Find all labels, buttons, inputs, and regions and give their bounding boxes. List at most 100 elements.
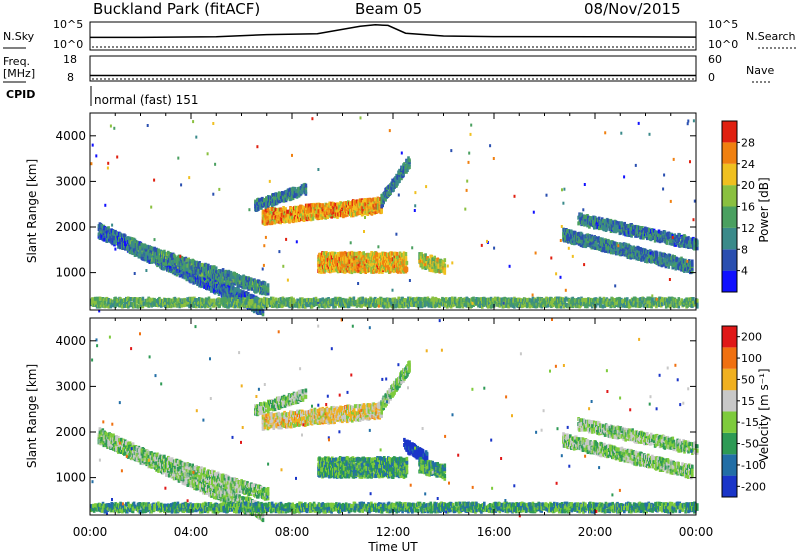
scatter-cell — [649, 237, 653, 242]
scatter-cell — [305, 212, 309, 217]
scatter-cell — [424, 253, 427, 258]
scatter-cell — [397, 174, 400, 178]
scatter-cell — [642, 228, 645, 233]
scatter-cell — [579, 243, 583, 248]
scatter-cell — [605, 226, 609, 231]
scatter-cell — [111, 241, 114, 246]
scatter-cell — [104, 232, 107, 237]
scatter-cell — [680, 267, 683, 272]
scatter-cell — [578, 220, 581, 225]
noise-left-label: N.Sky — [3, 30, 35, 43]
scatter-cell — [443, 263, 447, 268]
scatter-cell — [610, 250, 613, 255]
scatter-cell — [141, 296, 145, 301]
scatter-cell — [655, 254, 659, 259]
scatter-cell — [600, 217, 604, 222]
noise-right-tick-top: 10^5 — [708, 18, 738, 31]
scatter-cell — [607, 242, 610, 247]
scatter-cell — [406, 168, 409, 172]
scatter-cell — [389, 254, 393, 258]
scatter-cell — [172, 268, 176, 273]
scatter-cell — [405, 260, 409, 265]
scatter-cell — [379, 252, 382, 257]
frequency-panel-frame — [89, 55, 697, 82]
scatter-cell — [124, 240, 127, 245]
scatter-cell — [110, 236, 113, 241]
scatter-cell — [408, 162, 411, 167]
scatter-cell — [170, 258, 174, 263]
scatter-cell — [374, 266, 377, 271]
scatter-cell — [326, 215, 329, 219]
scatter-cell — [307, 203, 311, 208]
scatter-cell — [618, 246, 622, 251]
scatter-cell — [180, 255, 184, 260]
scatter-cell — [378, 203, 381, 208]
scatter-cell — [263, 221, 267, 226]
scatter-cell — [324, 268, 327, 273]
noise-panel: N.Sky 10^5 10^0 10^5 10^0 N.Search — [3, 18, 796, 51]
scatter-cell — [349, 201, 352, 206]
scatter-cell — [292, 194, 296, 199]
scatter-cell — [625, 229, 628, 234]
scatter-cell — [331, 251, 334, 256]
scatter-cell — [404, 257, 408, 262]
scatter-cell — [619, 230, 623, 235]
scatter-cell — [263, 281, 267, 286]
scatter-cell — [223, 272, 227, 277]
scatter-cell — [621, 244, 625, 249]
scatter-cell — [440, 268, 444, 273]
scatter-cell — [100, 223, 104, 228]
scatter-cell — [261, 309, 265, 314]
scatter-cell — [308, 206, 312, 211]
station-title: Buckland Park (fitACF) — [93, 0, 260, 18]
scatter-cell — [221, 287, 225, 292]
scatter-cell — [244, 285, 247, 290]
scatter-cell — [673, 233, 676, 238]
scatter-cell — [386, 256, 389, 261]
scatter-cell — [571, 238, 575, 243]
scatter-cell — [248, 285, 251, 290]
scatter-cell — [137, 243, 141, 248]
scatter-cell — [181, 274, 185, 279]
scatter-cell — [686, 268, 689, 273]
scatter-cell — [384, 197, 387, 202]
scatter-cell — [248, 293, 251, 298]
scatter-cell — [335, 208, 338, 213]
scatter-cell — [224, 269, 228, 274]
scatter-cell — [443, 258, 447, 263]
scatter-cell — [646, 236, 649, 241]
scatter-cell — [644, 226, 647, 231]
scatter-cell — [407, 156, 410, 161]
scatter-cell — [364, 270, 367, 274]
scatter-cell — [158, 253, 161, 258]
scatter-cell — [623, 221, 626, 226]
scatter-cell — [661, 237, 665, 242]
scatter-cell — [354, 205, 358, 210]
scatter-cell — [261, 284, 265, 289]
scatter-cell — [222, 290, 226, 295]
beam-title: Beam 05 — [355, 0, 422, 18]
scatter-cell — [130, 243, 134, 248]
scatter-cell — [270, 221, 274, 226]
scatter-cell — [271, 203, 274, 207]
scatter-cell — [164, 265, 167, 270]
scatter-cell — [265, 209, 269, 214]
scatter-cell — [193, 275, 196, 280]
scatter-cell — [367, 252, 370, 257]
scatter-cell — [380, 207, 383, 212]
scatter-cell — [266, 288, 270, 293]
scatter-cell — [659, 230, 663, 235]
scatter-cell — [678, 233, 681, 238]
scatter-cell — [650, 252, 653, 257]
scatter-cell — [597, 226, 601, 231]
scatter-cell — [570, 235, 573, 240]
scatter-cell — [103, 237, 106, 242]
scatter-cell — [645, 256, 648, 261]
scatter-cell — [188, 259, 192, 264]
scatter-cell — [597, 216, 601, 221]
scatter-cell — [603, 246, 606, 251]
scatter-cell — [331, 257, 334, 262]
scatter-cell — [130, 241, 134, 246]
scatter-cell — [639, 231, 642, 236]
